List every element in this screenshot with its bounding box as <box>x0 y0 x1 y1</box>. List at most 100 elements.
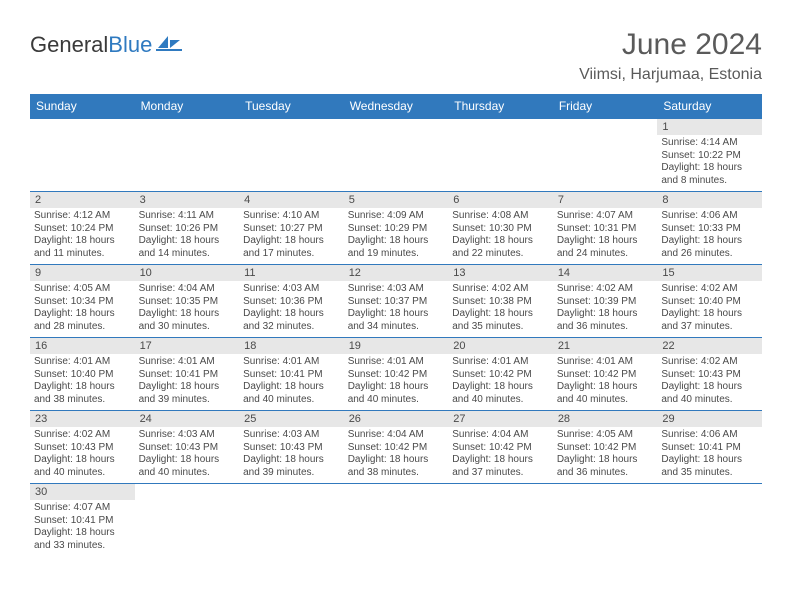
day-number: 14 <box>553 265 658 281</box>
day-line: Sunset: 10:35 PM <box>139 296 236 309</box>
day-line: and 11 minutes. <box>34 248 131 261</box>
weekday-header: Monday <box>135 94 240 119</box>
day-number: 30 <box>30 484 135 500</box>
day-cell: 11Sunrise: 4:03 AMSunset: 10:36 PMDaylig… <box>239 265 344 338</box>
day-line: Daylight: 18 hours <box>557 381 654 394</box>
day-line: Sunrise: 4:07 AM <box>34 502 131 515</box>
day-line: Daylight: 18 hours <box>34 527 131 540</box>
weekday-header-row: SundayMondayTuesdayWednesdayThursdayFrid… <box>30 94 762 119</box>
week-row: 16Sunrise: 4:01 AMSunset: 10:40 PMDaylig… <box>30 338 762 411</box>
day-number: 15 <box>657 265 762 281</box>
day-number: 29 <box>657 411 762 427</box>
day-line: Sunrise: 4:03 AM <box>243 429 340 442</box>
day-line: Sunset: 10:22 PM <box>661 150 758 163</box>
day-details: Sunrise: 4:01 AMSunset: 10:42 PMDaylight… <box>344 354 449 410</box>
day-cell <box>553 484 658 557</box>
day-line: Sunrise: 4:04 AM <box>348 429 445 442</box>
day-line: Sunset: 10:40 PM <box>661 296 758 309</box>
day-line: and 35 minutes. <box>661 467 758 480</box>
day-line: Daylight: 18 hours <box>557 308 654 321</box>
day-details: Sunrise: 4:02 AMSunset: 10:38 PMDaylight… <box>448 281 553 337</box>
day-line: Sunrise: 4:01 AM <box>34 356 131 369</box>
day-line: Sunrise: 4:01 AM <box>243 356 340 369</box>
day-details: Sunrise: 4:05 AMSunset: 10:34 PMDaylight… <box>30 281 135 337</box>
day-line: Daylight: 18 hours <box>243 235 340 248</box>
day-line: Sunset: 10:34 PM <box>34 296 131 309</box>
brand-part1: General <box>30 32 108 58</box>
day-line: Daylight: 18 hours <box>348 381 445 394</box>
day-line: and 39 minutes. <box>139 394 236 407</box>
day-line: Sunrise: 4:03 AM <box>243 283 340 296</box>
day-line: Daylight: 18 hours <box>34 454 131 467</box>
day-line: Daylight: 18 hours <box>452 454 549 467</box>
week-row: 2Sunrise: 4:12 AMSunset: 10:24 PMDayligh… <box>30 192 762 265</box>
day-line: and 24 minutes. <box>557 248 654 261</box>
day-line: Sunrise: 4:03 AM <box>139 429 236 442</box>
day-number: 26 <box>344 411 449 427</box>
day-line: Sunset: 10:29 PM <box>348 223 445 236</box>
day-details: Sunrise: 4:11 AMSunset: 10:26 PMDaylight… <box>135 208 240 264</box>
day-line: and 19 minutes. <box>348 248 445 261</box>
day-number: 25 <box>239 411 344 427</box>
day-line: Sunrise: 4:09 AM <box>348 210 445 223</box>
day-number: 16 <box>30 338 135 354</box>
day-line: Sunrise: 4:01 AM <box>139 356 236 369</box>
title-block: June 2024 Viimsi, Harjumaa, Estonia <box>579 28 762 84</box>
day-cell: 9Sunrise: 4:05 AMSunset: 10:34 PMDayligh… <box>30 265 135 338</box>
day-cell <box>239 484 344 557</box>
day-cell: 10Sunrise: 4:04 AMSunset: 10:35 PMDaylig… <box>135 265 240 338</box>
day-line: Daylight: 18 hours <box>139 454 236 467</box>
day-line: Sunset: 10:42 PM <box>557 369 654 382</box>
day-line: Sunset: 10:41 PM <box>139 369 236 382</box>
day-details: Sunrise: 4:02 AMSunset: 10:39 PMDaylight… <box>553 281 658 337</box>
day-details: Sunrise: 4:12 AMSunset: 10:24 PMDaylight… <box>30 208 135 264</box>
day-details: Sunrise: 4:07 AMSunset: 10:41 PMDaylight… <box>30 500 135 556</box>
day-cell: 17Sunrise: 4:01 AMSunset: 10:41 PMDaylig… <box>135 338 240 411</box>
day-line: and 22 minutes. <box>452 248 549 261</box>
day-line: and 37 minutes. <box>661 321 758 334</box>
weekday-header: Wednesday <box>344 94 449 119</box>
day-line: Daylight: 18 hours <box>243 381 340 394</box>
day-line: Sunrise: 4:04 AM <box>139 283 236 296</box>
day-cell: 29Sunrise: 4:06 AMSunset: 10:41 PMDaylig… <box>657 411 762 484</box>
week-row: 23Sunrise: 4:02 AMSunset: 10:43 PMDaylig… <box>30 411 762 484</box>
day-cell <box>553 119 658 192</box>
day-line: and 38 minutes. <box>348 467 445 480</box>
day-details: Sunrise: 4:01 AMSunset: 10:40 PMDaylight… <box>30 354 135 410</box>
day-cell: 20Sunrise: 4:01 AMSunset: 10:42 PMDaylig… <box>448 338 553 411</box>
day-line: Sunset: 10:42 PM <box>348 369 445 382</box>
day-line: Sunset: 10:24 PM <box>34 223 131 236</box>
day-cell: 13Sunrise: 4:02 AMSunset: 10:38 PMDaylig… <box>448 265 553 338</box>
day-line: and 28 minutes. <box>34 321 131 334</box>
day-cell: 18Sunrise: 4:01 AMSunset: 10:41 PMDaylig… <box>239 338 344 411</box>
day-line: and 17 minutes. <box>243 248 340 261</box>
day-details: Sunrise: 4:01 AMSunset: 10:42 PMDaylight… <box>553 354 658 410</box>
day-line: Sunset: 10:30 PM <box>452 223 549 236</box>
day-details: Sunrise: 4:03 AMSunset: 10:43 PMDaylight… <box>135 427 240 483</box>
day-line: and 26 minutes. <box>661 248 758 261</box>
brand-part2: Blue <box>108 32 152 58</box>
day-cell: 23Sunrise: 4:02 AMSunset: 10:43 PMDaylig… <box>30 411 135 484</box>
day-details: Sunrise: 4:14 AMSunset: 10:22 PMDaylight… <box>657 135 762 191</box>
day-line: Sunset: 10:41 PM <box>34 515 131 528</box>
day-details: Sunrise: 4:04 AMSunset: 10:42 PMDaylight… <box>448 427 553 483</box>
header: GeneralBlue June 2024 Viimsi, Harjumaa, … <box>30 28 762 84</box>
day-line: and 36 minutes. <box>557 321 654 334</box>
day-number: 1 <box>657 119 762 135</box>
day-details: Sunrise: 4:01 AMSunset: 10:42 PMDaylight… <box>448 354 553 410</box>
day-cell <box>344 119 449 192</box>
day-line: Sunset: 10:36 PM <box>243 296 340 309</box>
day-number: 5 <box>344 192 449 208</box>
day-line: Daylight: 18 hours <box>34 381 131 394</box>
day-cell: 19Sunrise: 4:01 AMSunset: 10:42 PMDaylig… <box>344 338 449 411</box>
day-line: Sunrise: 4:10 AM <box>243 210 340 223</box>
day-cell <box>657 484 762 557</box>
day-cell <box>344 484 449 557</box>
day-details: Sunrise: 4:01 AMSunset: 10:41 PMDaylight… <box>135 354 240 410</box>
week-row: 1Sunrise: 4:14 AMSunset: 10:22 PMDayligh… <box>30 119 762 192</box>
day-line: Sunrise: 4:11 AM <box>139 210 236 223</box>
day-line: and 38 minutes. <box>34 394 131 407</box>
day-line: Sunset: 10:37 PM <box>348 296 445 309</box>
day-number: 27 <box>448 411 553 427</box>
day-number: 8 <box>657 192 762 208</box>
